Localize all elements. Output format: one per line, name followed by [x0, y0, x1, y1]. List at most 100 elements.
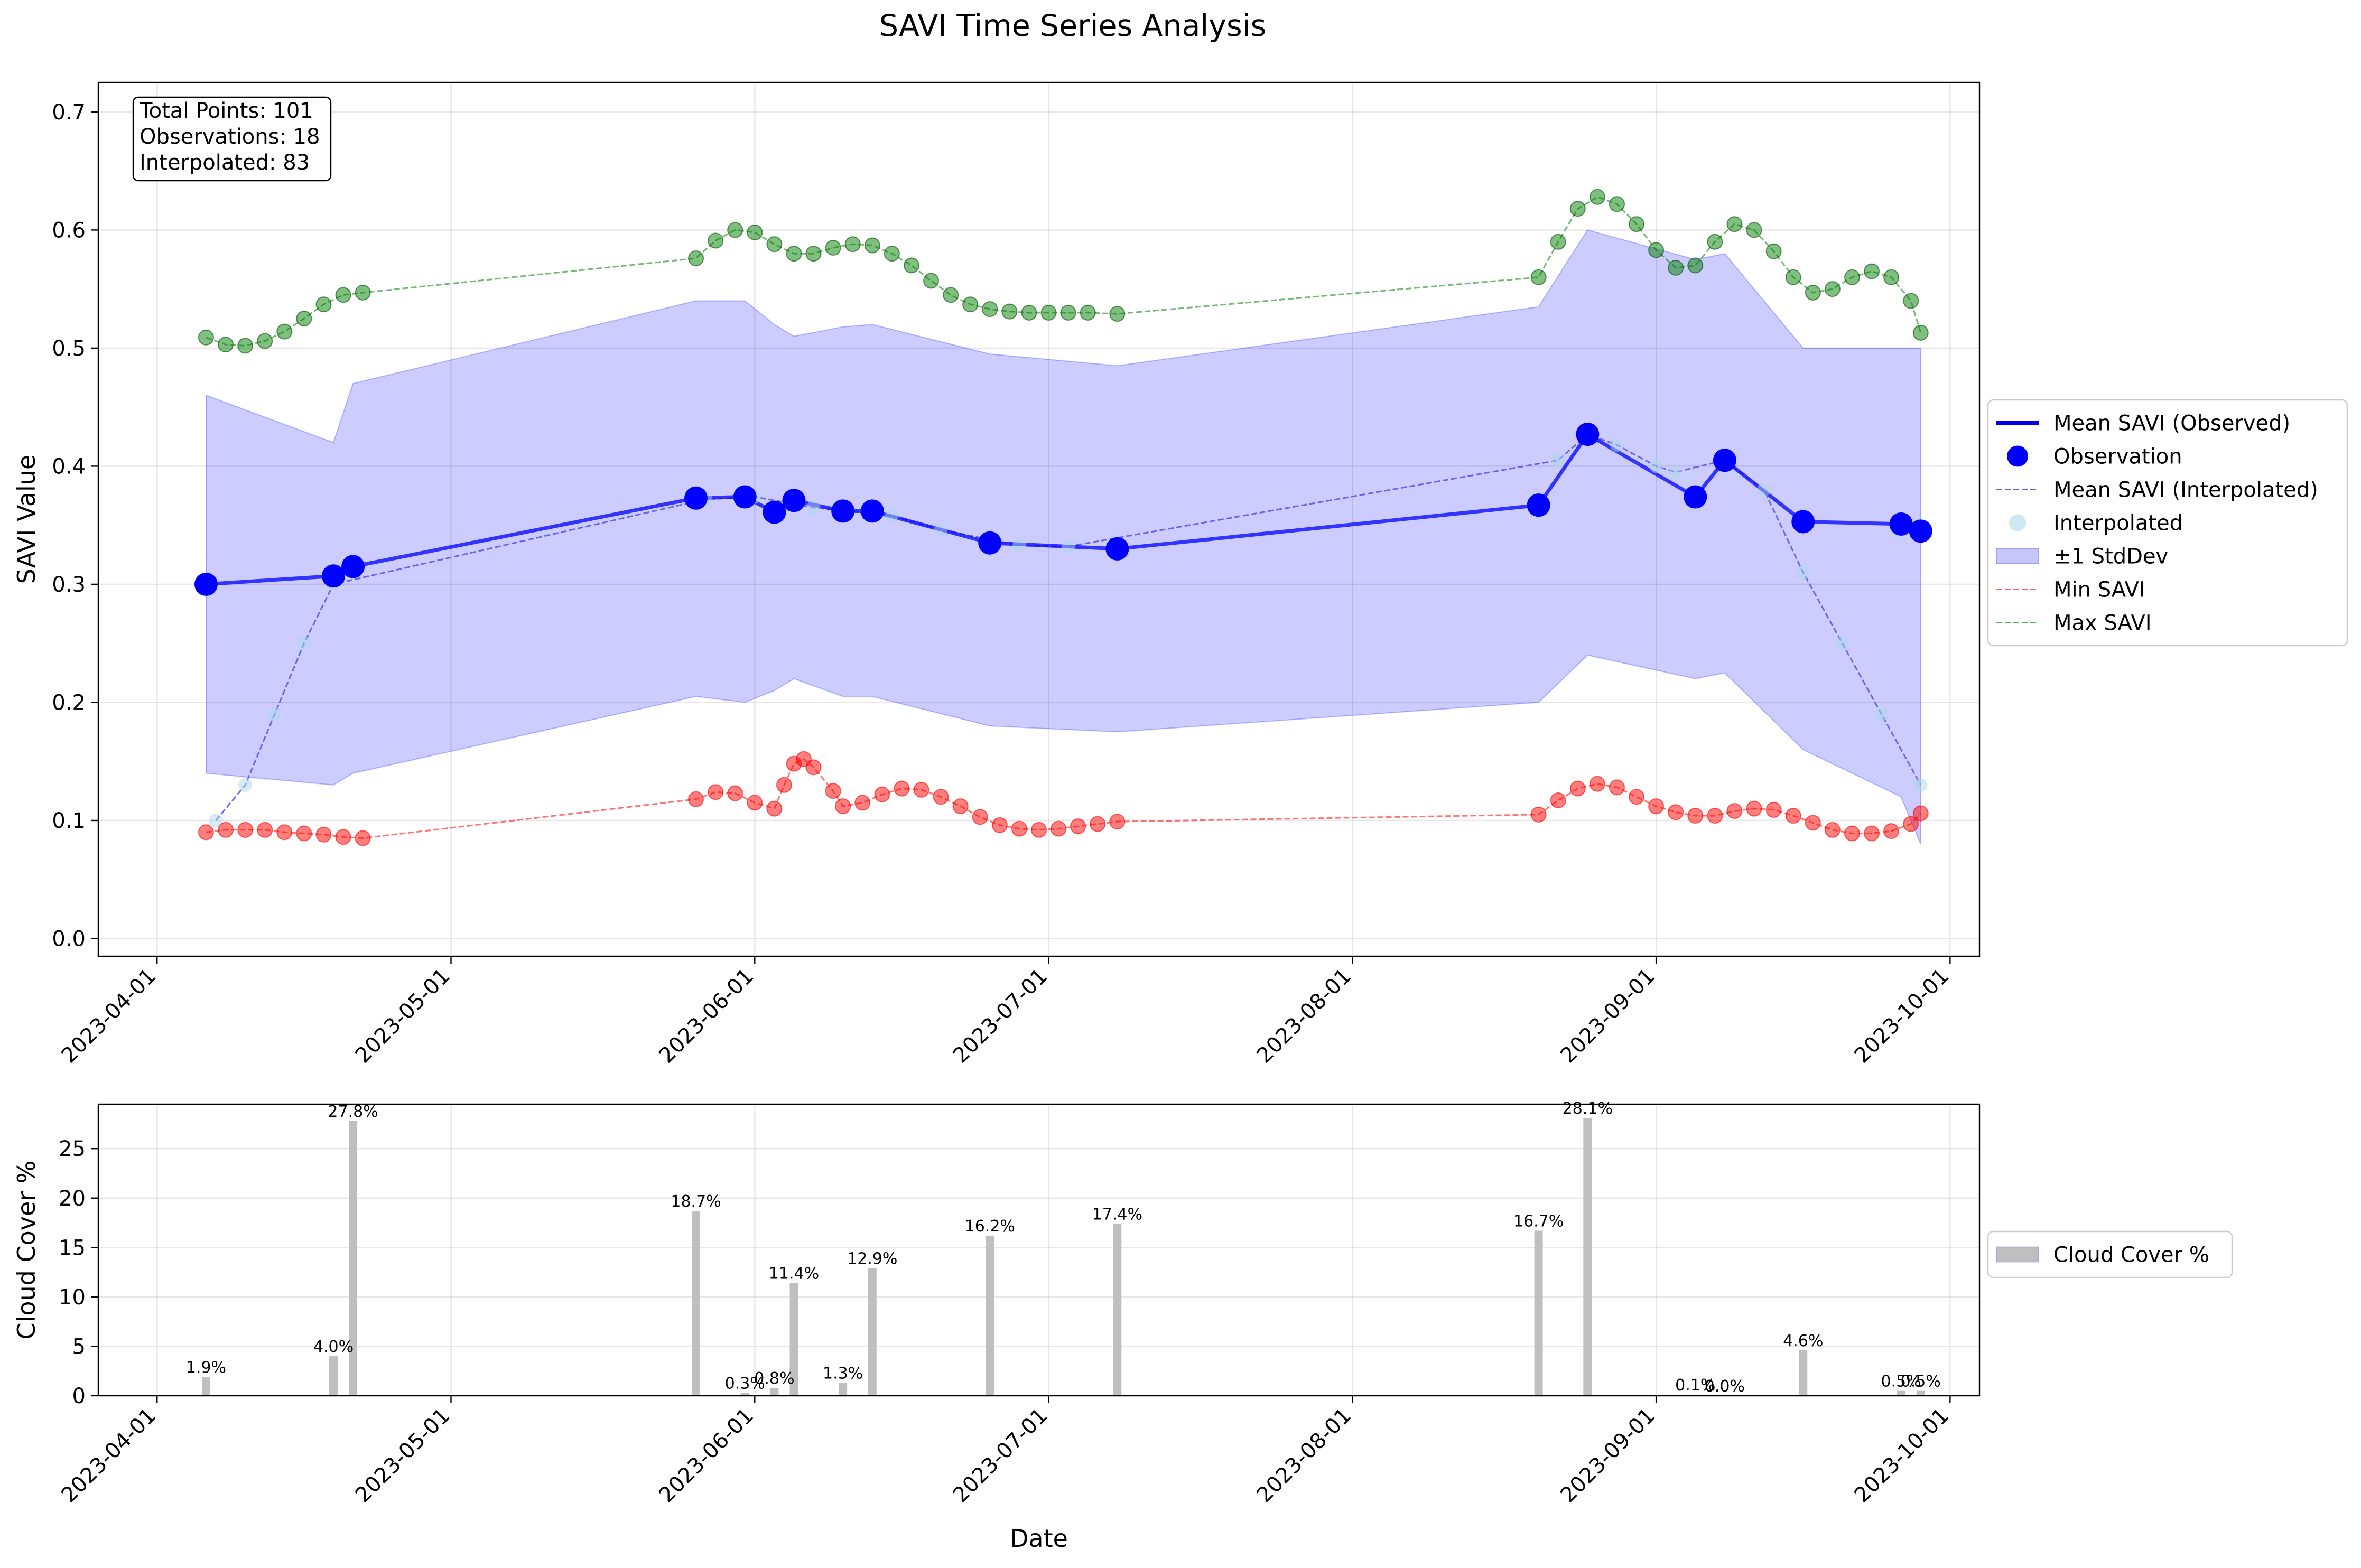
- max-savi-marker: [943, 287, 959, 303]
- max-savi-marker: [688, 250, 704, 267]
- max-savi-marker: [335, 287, 351, 303]
- savi-axes-frame: [97, 81, 1981, 957]
- cloud-bar: [770, 1388, 779, 1396]
- interpolated-marker: [1835, 636, 1849, 650]
- cloud-bar: [1113, 1224, 1122, 1396]
- min-savi-marker: [1883, 823, 1900, 839]
- max-savi-marker: [1726, 216, 1743, 232]
- savi-y-tick-label: 0.3: [52, 573, 86, 597]
- cloud-y-tick-label: 0: [72, 1384, 86, 1408]
- cloud-bar: [986, 1235, 994, 1396]
- cloud-legend: Cloud Cover %: [1987, 1230, 2233, 1278]
- observation-marker: [1105, 537, 1129, 561]
- min-savi-marker: [218, 822, 234, 838]
- min-savi-marker: [747, 795, 763, 811]
- observation-marker: [684, 486, 708, 510]
- observation-marker: [341, 555, 365, 578]
- cloud-bar-label: 0.0%: [1705, 1377, 1745, 1396]
- max-savi-marker: [1040, 304, 1057, 321]
- cloud-bar-label: 0.5%: [1881, 1373, 1921, 1391]
- observation-marker: [831, 499, 855, 523]
- min-savi-marker: [1609, 779, 1625, 796]
- max-savi-marker: [315, 296, 332, 313]
- max-savi-marker: [1080, 304, 1096, 321]
- cloud-bar-label: 16.7%: [1513, 1212, 1564, 1231]
- min-savi-marker: [1687, 808, 1704, 824]
- cloud-bar-label: 0.1%: [1675, 1376, 1715, 1395]
- max-savi-marker: [1668, 259, 1684, 276]
- max-savi-marker: [844, 236, 861, 253]
- legend-entry-label: Mean SAVI (Observed): [2053, 412, 2290, 436]
- observation-marker: [1791, 510, 1815, 534]
- min-savi-marker: [688, 791, 704, 807]
- cloud-bar-label: 0.3%: [725, 1374, 765, 1393]
- max-savi-marker: [747, 224, 763, 240]
- min-savi-marker: [874, 786, 890, 802]
- max-savi-marker: [982, 301, 998, 318]
- cloud-bar: [1583, 1118, 1592, 1396]
- cloud-bar-label: 28.1%: [1563, 1099, 1613, 1118]
- min-savi-marker: [1090, 816, 1106, 832]
- cloud-bar-label: 0.5%: [1901, 1373, 1941, 1391]
- savi-y-tick-label: 0.1: [52, 809, 86, 833]
- max-savi-marker: [276, 323, 293, 340]
- min-savi-marker: [913, 781, 929, 798]
- cloud-bar-label: 4.0%: [313, 1338, 354, 1356]
- cloud-bar-labels: 1.9% 4.0% 27.8% 18.7% 0.3%0.8% 11.4% 1.3% 12.9%…: [186, 1099, 1941, 1396]
- cloud-y-axis: 0 5 10 15 20 25: [59, 1137, 98, 1408]
- max-savi-marker: [1883, 269, 1900, 285]
- cloud-y-tick-label: 15: [59, 1236, 86, 1260]
- max-savi-marker: [1785, 269, 1801, 285]
- cloud-bar-label: 18.7%: [671, 1192, 721, 1211]
- min-savi-marker: [1707, 808, 1723, 824]
- savi-markers: [194, 189, 1932, 846]
- observation-marker: [1576, 423, 1600, 446]
- max-savi-marker: [1021, 304, 1037, 321]
- interpolated-marker: [1061, 539, 1075, 554]
- interpolated-marker: [267, 707, 282, 721]
- min-savi-marker: [776, 777, 792, 793]
- cloud-bar: [201, 1377, 210, 1396]
- min-savi-marker: [1668, 804, 1684, 820]
- min-savi-marker: [237, 822, 254, 838]
- min-savi-marker: [1844, 825, 1860, 842]
- observation-marker: [860, 499, 884, 523]
- stats-box: Total Points: 101 Observations: 18 Inter…: [132, 96, 332, 182]
- max-savi-marker: [962, 296, 979, 313]
- max-savi-marker: [237, 338, 254, 354]
- max-savi-marker: [1864, 263, 1880, 279]
- savi-y-tick-label: 0.7: [52, 100, 86, 125]
- max-savi-marker: [1648, 242, 1665, 258]
- max-savi-marker: [1569, 201, 1586, 217]
- min-savi-marker: [1726, 803, 1743, 819]
- min-savi-marker: [1805, 815, 1821, 831]
- max-savi-marker: [805, 246, 822, 262]
- max-savi-marker: [708, 232, 724, 249]
- cloud-bar-label: 17.4%: [1092, 1205, 1142, 1224]
- max-savi-marker: [1707, 234, 1723, 250]
- max-savi-marker: [864, 237, 880, 254]
- min-savi-marker: [1530, 806, 1547, 823]
- stddev-band: [206, 229, 1921, 845]
- min-savi-marker: [257, 822, 273, 838]
- cloud-bar-label: 16.2%: [965, 1217, 1015, 1236]
- interpolated-marker: [209, 813, 223, 827]
- min-savi-marker: [825, 783, 841, 799]
- min-savi-marker: [276, 824, 293, 841]
- min-savi-marker: [1070, 818, 1086, 835]
- cloud-y-tick-label: 20: [59, 1187, 86, 1211]
- cloud-bar-label: 11.4%: [769, 1265, 819, 1283]
- cloud-bar: [740, 1393, 749, 1396]
- observation-marker: [978, 531, 1002, 555]
- interpolated-marker: [1757, 483, 1771, 497]
- min-savi-marker: [1912, 805, 1929, 822]
- savi-panel: 0.00.10.20.30.40.50.60.7 2023-04-01 2023-…: [12, 81, 2348, 1068]
- legend-marker-swatch: [2009, 514, 2026, 531]
- cloud-bar-label: 4.6%: [1783, 1332, 1823, 1350]
- interpolated-marker: [1796, 565, 1810, 580]
- max-savi-marker: [1824, 281, 1841, 297]
- max-savi-marker: [198, 329, 214, 346]
- min-savi-marker: [198, 824, 214, 841]
- max-savi-marker: [1687, 257, 1704, 274]
